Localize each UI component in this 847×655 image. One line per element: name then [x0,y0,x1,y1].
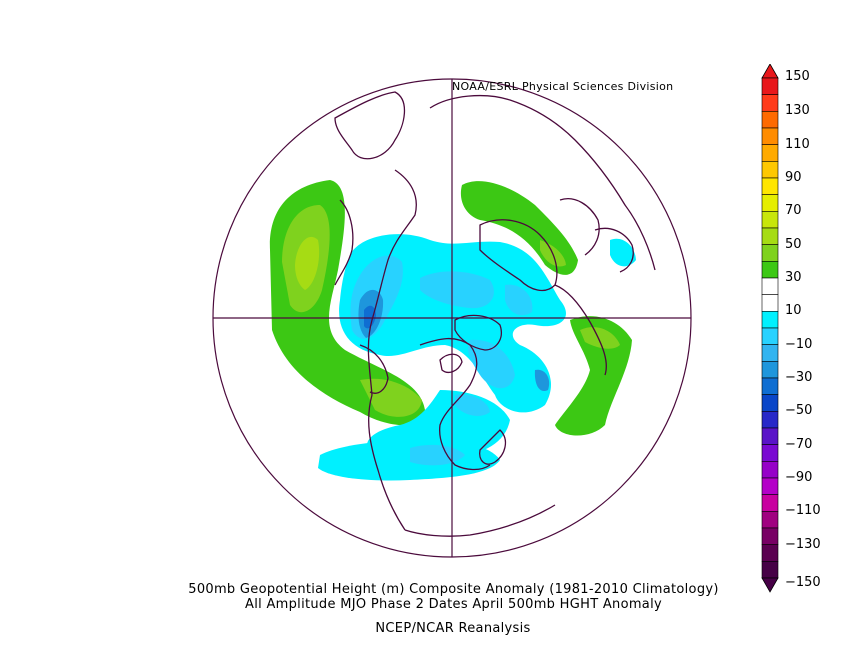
colorbar [761,64,779,593]
colorbar-swatch [761,77,779,95]
colorbar-swatch [761,344,779,362]
colorbar-tick-label: −130 [785,536,821,552]
caption-line-2: All Amplitude MJO Phase 2 Dates April 50… [245,597,662,612]
colorbar-swatch [761,194,779,212]
caption-line-1: 500mb Geopotential Height (m) Composite … [188,582,719,597]
graticule [213,79,691,557]
colorbar-tick-label: 70 [785,203,802,219]
colorbar-tick-label: −90 [785,470,813,485]
credit-label: NOAA/ESRL Physical Sciences Division [452,80,674,93]
negative-anomaly-contours [318,234,636,481]
colorbar-swatch [761,177,779,195]
colorbar-swatch [761,144,779,162]
colorbar-swatch [761,394,779,412]
colorbar-swatch [761,277,779,295]
colorbar-swatch [761,377,779,395]
coastlines [334,91,656,537]
colorbar-swatch [761,161,779,179]
colorbar-tick-label: 10 [785,303,802,319]
colorbar-tick-label: 90 [785,170,802,185]
colorbar-swatch [761,244,779,262]
colorbar-swatch [761,327,779,345]
colorbar-swatch [761,127,779,145]
colorbar-swatch [761,294,779,312]
colorbar-tick-label: 50 [785,236,802,252]
colorbar-swatch [761,211,779,229]
colorbar-swatch [761,227,779,245]
colorbar-tick-label: 150 [785,69,810,84]
colorbar-tick-label: −150 [785,575,821,590]
colorbar-swatch [761,111,779,129]
colorbar-top-arrow [761,64,779,79]
colorbar-bottom-arrow [761,577,779,593]
subtropical-pacific-negative [318,440,500,481]
colorbar-swatch [761,411,779,429]
colorbar-swatch [761,527,779,545]
colorbar-tick-label: −70 [785,436,813,452]
colorbar-tick-label: 30 [785,270,802,285]
colorbar-tick-label: 130 [785,103,810,119]
colorbar-swatch [761,477,779,495]
colorbar-swatch [761,544,779,562]
map-boundary [212,78,692,558]
colorbar-swatch [761,494,779,512]
colorbar-swatch [761,511,779,529]
colorbar-tick-label: 110 [785,136,810,152]
colorbar-swatch [761,444,779,462]
colorbar-swatch [761,311,779,329]
colorbar-swatch [761,461,779,479]
colorbar-swatch [761,261,779,279]
colorbar-swatch [761,94,779,112]
colorbar-tick-label: −30 [785,370,813,385]
colorbar-tick-label: −10 [785,336,813,352]
colorbar-swatch [761,361,779,379]
polar-stereographic-map [212,78,692,558]
caption-line-3: NCEP/NCAR Reanalysis [375,621,531,636]
positive-anomaly-contours [269,180,632,436]
colorbar-tick-label: −50 [785,403,813,419]
colorbar-swatch [761,427,779,445]
colorbar-tick-label: −110 [785,503,821,519]
colorbar-swatch [761,561,779,579]
